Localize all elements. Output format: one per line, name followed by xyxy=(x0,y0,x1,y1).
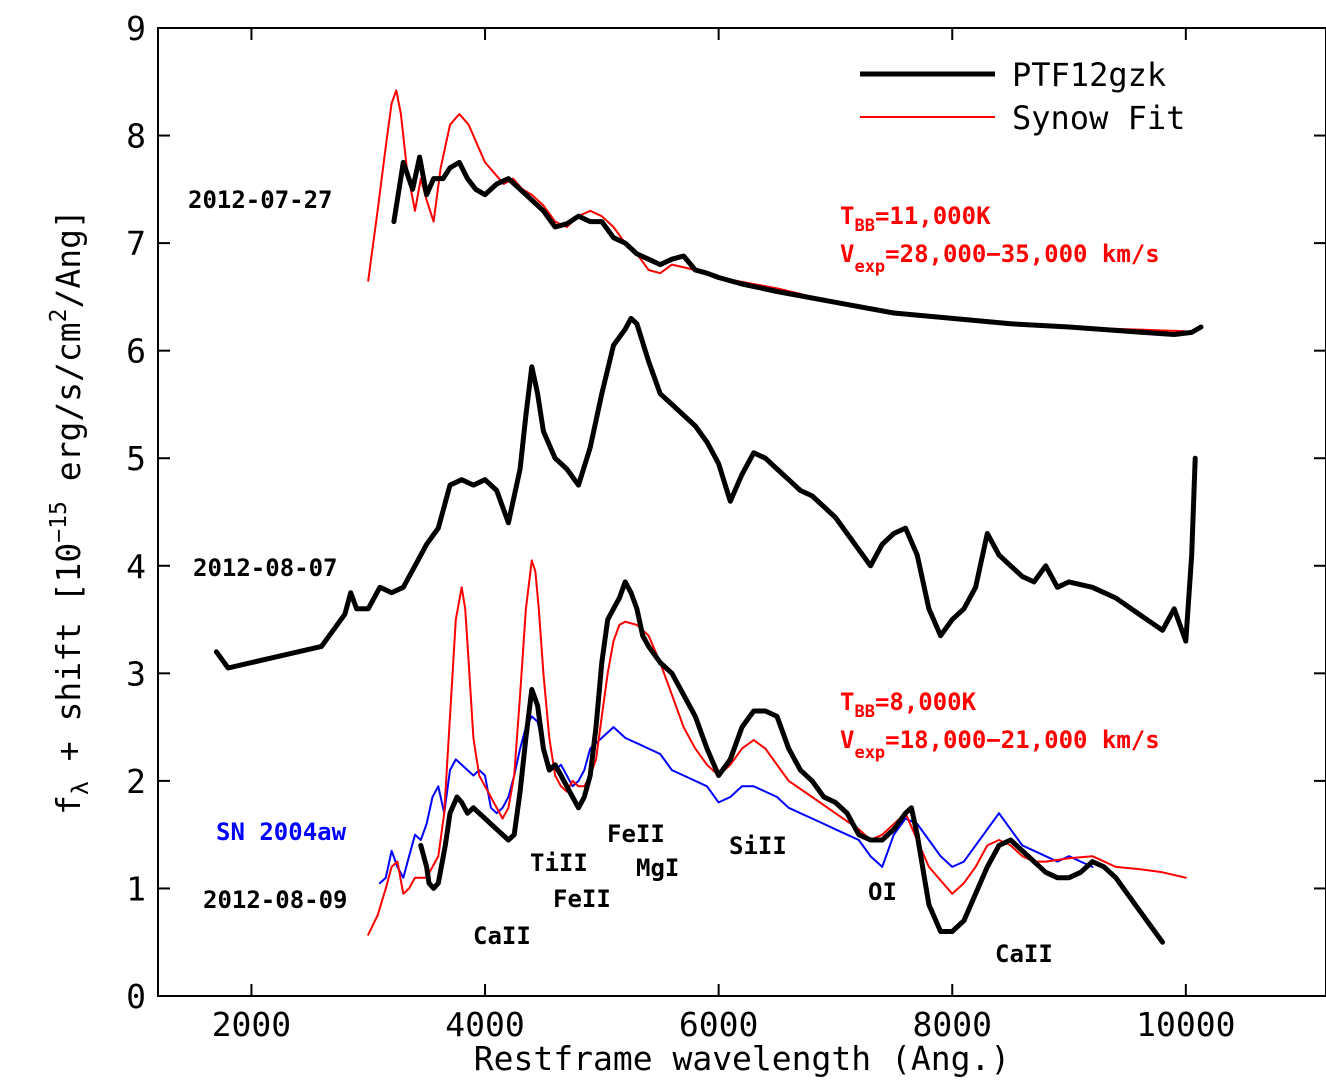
x-tick-label: 8000 xyxy=(912,1005,991,1044)
line-label-caii-1: CaII xyxy=(473,922,531,950)
fit-params-bottom: TBB=8,000K Vexp=18,000−21,000 km/s xyxy=(840,688,1160,763)
fit-temperature-top: TBB=11,000K xyxy=(840,202,991,236)
y-axis-title: fλ + shift [10−15 erg/s/cm2/Ang] xyxy=(46,209,94,815)
y-tick-label: 3 xyxy=(126,654,146,693)
plot-frame xyxy=(157,27,1326,997)
y-tick-label: 1 xyxy=(126,869,146,908)
legend: PTF12gzk Synow Fit xyxy=(860,56,1185,137)
x-tick-label: 2000 xyxy=(212,1005,291,1044)
y-tick-label: 6 xyxy=(126,332,146,371)
series-line-2012-07-27-ptf12gzk xyxy=(391,154,1204,337)
annotations: 2012-07-27 2012-08-07 2012-08-09 SN 2004… xyxy=(188,186,1053,968)
series-lines xyxy=(213,89,1204,945)
fit-params-top: TBB=11,000K Vexp=28,000−35,000 km/s xyxy=(840,202,1160,277)
line-label-caii-2: CaII xyxy=(995,940,1053,968)
line-label-feii-1: FeII xyxy=(553,885,611,913)
y-tick-label: 7 xyxy=(126,224,146,263)
series-line-2012-08-09-synow-fit xyxy=(367,559,1187,936)
fit-temperature-bottom: TBB=8,000K xyxy=(840,688,977,722)
axis-ticks: 2000 4000 6000 8000 10000 0 1 2 3 4 5 6 7 8 9 xyxy=(126,9,1326,1044)
y-axis-title-erg: erg/s/cm xyxy=(49,322,88,501)
y-axis-title-exp: −15 xyxy=(46,501,72,543)
x-tick-label: 6000 xyxy=(679,1005,758,1044)
legend-label-synow-fit: Synow Fit xyxy=(1012,99,1185,137)
y-axis-title-lambda-sub: λ xyxy=(68,781,94,795)
line-label-mgi: MgI xyxy=(636,854,679,882)
x-tick-label: 4000 xyxy=(445,1005,524,1044)
series-line-2012-07-27-synow-fit xyxy=(367,89,1187,333)
y-axis-title-sq: 2 xyxy=(46,308,72,322)
y-tick-label: 9 xyxy=(126,9,146,48)
fit-velocity-top: Vexp=28,000−35,000 km/s xyxy=(840,240,1160,277)
date-label-2012-08-07: 2012-08-07 xyxy=(193,554,338,582)
series-line-sn-2004aw xyxy=(378,715,1094,885)
sn-2004aw-label: SN 2004aw xyxy=(216,818,347,846)
legend-label-ptf12gzk: PTF12gzk xyxy=(1012,56,1166,94)
y-tick-label: 4 xyxy=(126,547,146,586)
y-tick-label: 2 xyxy=(126,762,146,801)
y-axis-title-mid: + shift [10 xyxy=(49,543,88,781)
y-tick-label: 5 xyxy=(126,439,146,478)
y-axis-title-ang: /Ang] xyxy=(49,209,88,308)
date-label-2012-07-27: 2012-07-27 xyxy=(188,186,333,214)
line-label-tiii: TiII xyxy=(530,849,588,877)
series-line-2012-08-07-ptf12gzk xyxy=(213,315,1198,671)
line-label-siii: SiII xyxy=(729,832,787,860)
series-line-2012-08-09-ptf12gzk xyxy=(418,579,1165,945)
y-tick-label: 0 xyxy=(126,977,146,1016)
x-tick-label: 10000 xyxy=(1136,1005,1235,1044)
line-label-feii-2: FeII xyxy=(607,820,665,848)
y-tick-label: 8 xyxy=(126,117,146,156)
x-axis-title: Restframe wavelength (Ang.) xyxy=(474,1039,1010,1078)
date-label-2012-08-09: 2012-08-09 xyxy=(203,886,348,914)
line-label-oi: OI xyxy=(868,878,897,906)
fit-velocity-bottom: Vexp=18,000−21,000 km/s xyxy=(840,726,1160,763)
y-axis-title-f: f xyxy=(49,795,88,815)
